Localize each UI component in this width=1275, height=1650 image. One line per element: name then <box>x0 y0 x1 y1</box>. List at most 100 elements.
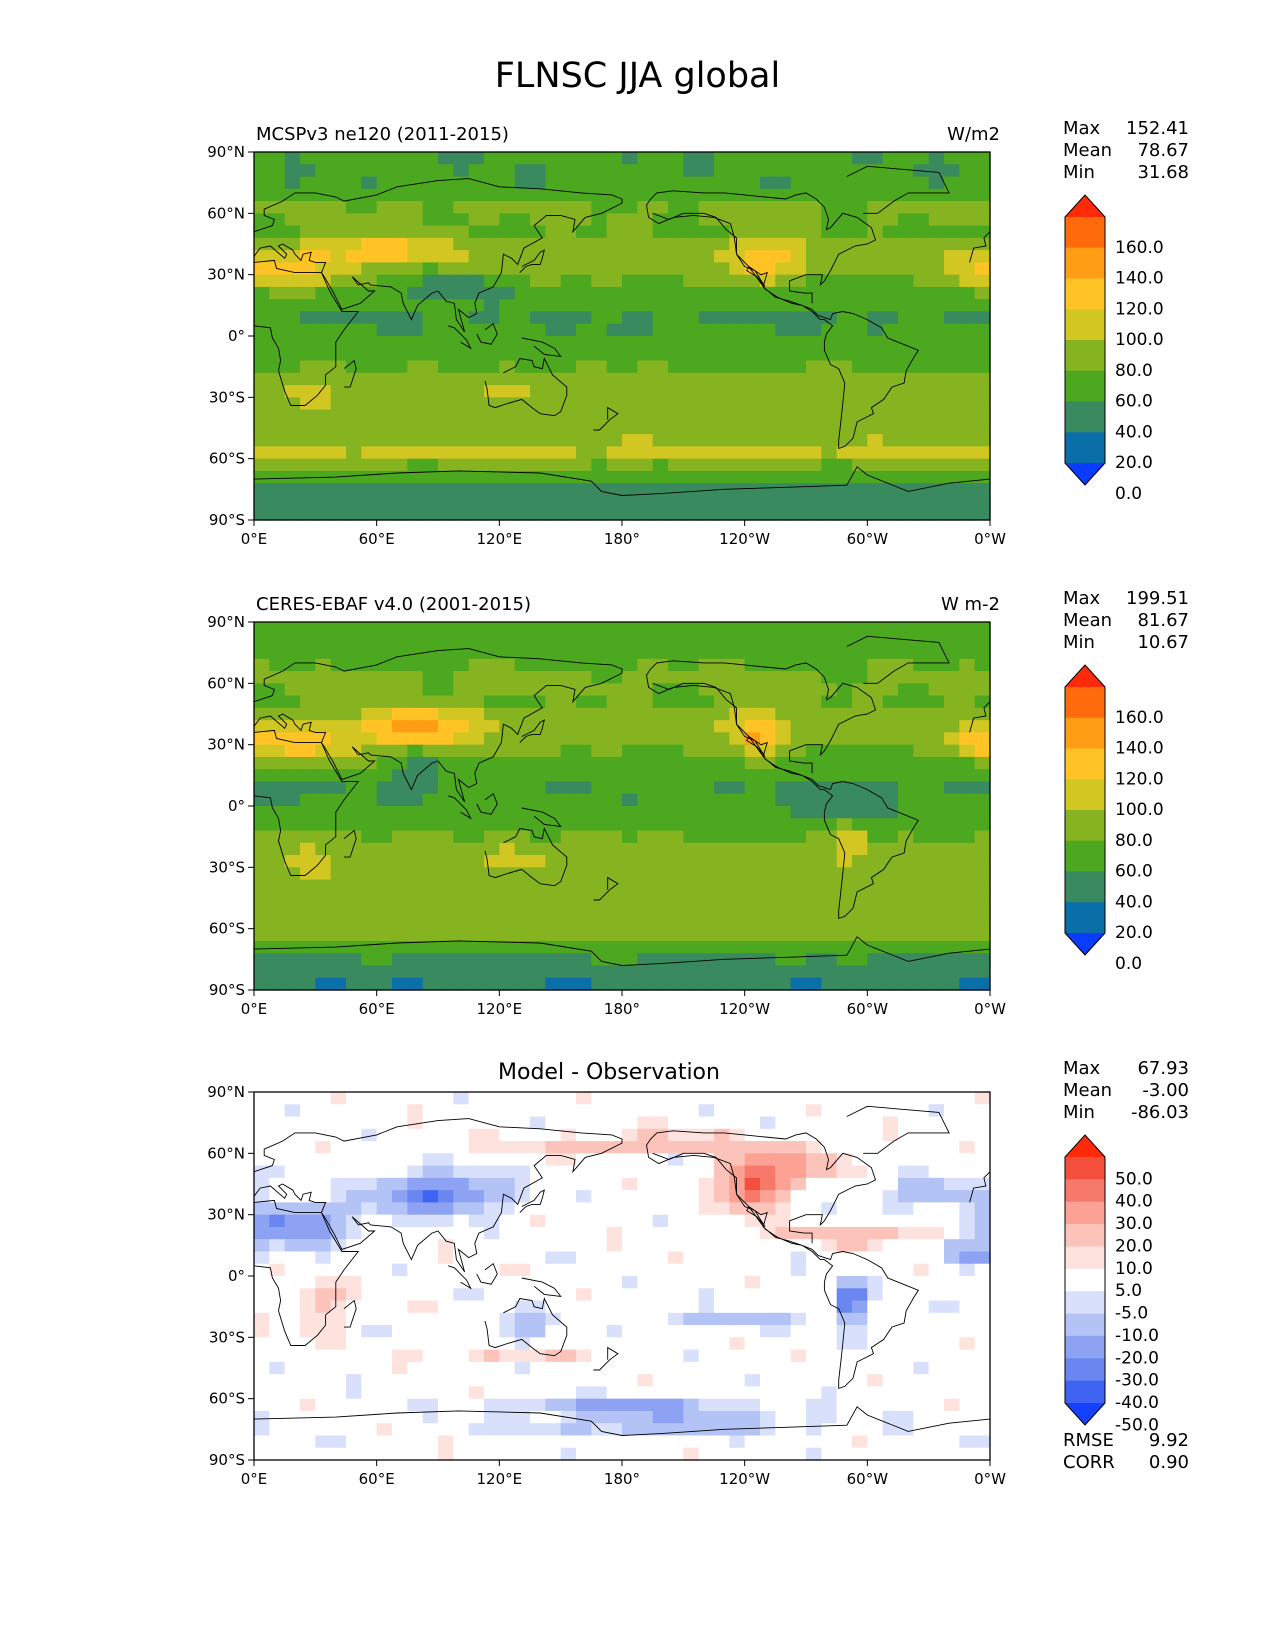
field-cell <box>438 940 454 954</box>
field-cell <box>775 1435 792 1449</box>
field-cell <box>530 237 546 251</box>
field-cell <box>806 507 822 521</box>
field-cell <box>438 1214 454 1228</box>
field-cell <box>944 1386 960 1400</box>
field-cell <box>775 1092 792 1105</box>
field-cell <box>422 164 439 178</box>
field-cell <box>775 1202 792 1216</box>
field-cell <box>376 164 393 178</box>
field-cell <box>683 152 700 165</box>
field-cell <box>269 658 286 672</box>
field-cell <box>361 421 378 435</box>
field-cell <box>392 1410 408 1424</box>
field-cell <box>622 176 638 190</box>
field-cell <box>545 720 562 733</box>
field-cell <box>576 385 592 398</box>
field-cell <box>714 1116 730 1130</box>
field-cell <box>376 458 393 472</box>
field-cell <box>806 634 822 648</box>
field-cell <box>714 891 730 905</box>
field-cell <box>330 1300 347 1314</box>
field-cell <box>683 1447 700 1461</box>
field-cell <box>729 1410 746 1424</box>
field-cell <box>913 1386 930 1400</box>
field-cell <box>683 434 700 447</box>
field-cell <box>330 707 347 721</box>
field-cell <box>254 495 270 509</box>
field-cell <box>453 152 470 165</box>
field-cell <box>545 397 562 411</box>
field-cell <box>974 818 991 832</box>
field-cell <box>928 1337 945 1351</box>
field-cell <box>376 818 393 832</box>
field-cell <box>514 213 531 227</box>
field-cell <box>346 855 362 868</box>
field-cell <box>821 164 838 178</box>
field-cell <box>407 1288 424 1302</box>
field-cell <box>468 336 485 349</box>
field-cell <box>300 1312 316 1326</box>
field-cell <box>744 707 761 721</box>
field-cell <box>576 695 592 709</box>
colorbar-outline <box>1064 1134 1106 1426</box>
field-cell <box>913 1410 930 1424</box>
field-cell <box>499 1239 516 1253</box>
field-cell <box>514 1300 531 1314</box>
field-cell <box>898 470 914 484</box>
field-cell <box>361 1374 378 1387</box>
field-cell <box>944 1447 960 1461</box>
field-cell <box>576 286 592 300</box>
field-cell <box>438 1312 454 1326</box>
field-cell <box>315 671 332 684</box>
field-cell <box>284 707 301 721</box>
field-cell <box>744 421 761 435</box>
field-cell <box>392 1386 408 1400</box>
field-cell <box>622 164 638 178</box>
field-cell <box>944 1435 960 1449</box>
field-cell <box>499 658 516 672</box>
field-cell <box>729 507 746 521</box>
field-cell <box>392 152 408 165</box>
field-cell <box>284 953 301 967</box>
field-cell <box>882 348 899 362</box>
field-cell <box>913 385 930 398</box>
field-cell <box>560 274 577 288</box>
field-cell <box>254 1202 270 1216</box>
field-cell <box>468 495 485 509</box>
field-cell <box>928 274 945 288</box>
field-cell <box>790 372 807 386</box>
field-cell <box>407 483 424 497</box>
field-cell <box>760 830 776 844</box>
field-cell <box>683 842 700 856</box>
coastline <box>969 231 991 263</box>
field-cell <box>346 336 362 349</box>
field-cell <box>254 311 270 325</box>
field-cell <box>330 830 347 844</box>
field-cell <box>760 1386 776 1400</box>
field-cell <box>852 916 868 930</box>
field-cell <box>928 695 945 709</box>
field-cell <box>284 781 301 795</box>
field-cell <box>668 683 684 697</box>
field-cell <box>269 683 286 697</box>
field-cell <box>591 928 608 942</box>
field-cell <box>852 1374 868 1387</box>
field-cell <box>392 446 408 460</box>
field-cell <box>422 977 439 991</box>
field-cell <box>560 1104 577 1118</box>
field-cell <box>392 842 408 856</box>
field-cell <box>959 1361 976 1375</box>
field-cell <box>714 928 730 942</box>
field-cell <box>269 1190 286 1203</box>
field-cell <box>422 756 439 770</box>
field-cell <box>898 446 914 460</box>
colorbar-label: 50.0 <box>1115 1169 1153 1189</box>
field-cell <box>514 1104 531 1118</box>
field-cell <box>882 323 899 337</box>
field-cell <box>944 904 960 917</box>
field-cell <box>913 507 930 521</box>
field-cell <box>959 634 976 648</box>
field-cell <box>698 1447 715 1461</box>
field-cell <box>836 483 853 497</box>
field-cell <box>269 671 286 684</box>
